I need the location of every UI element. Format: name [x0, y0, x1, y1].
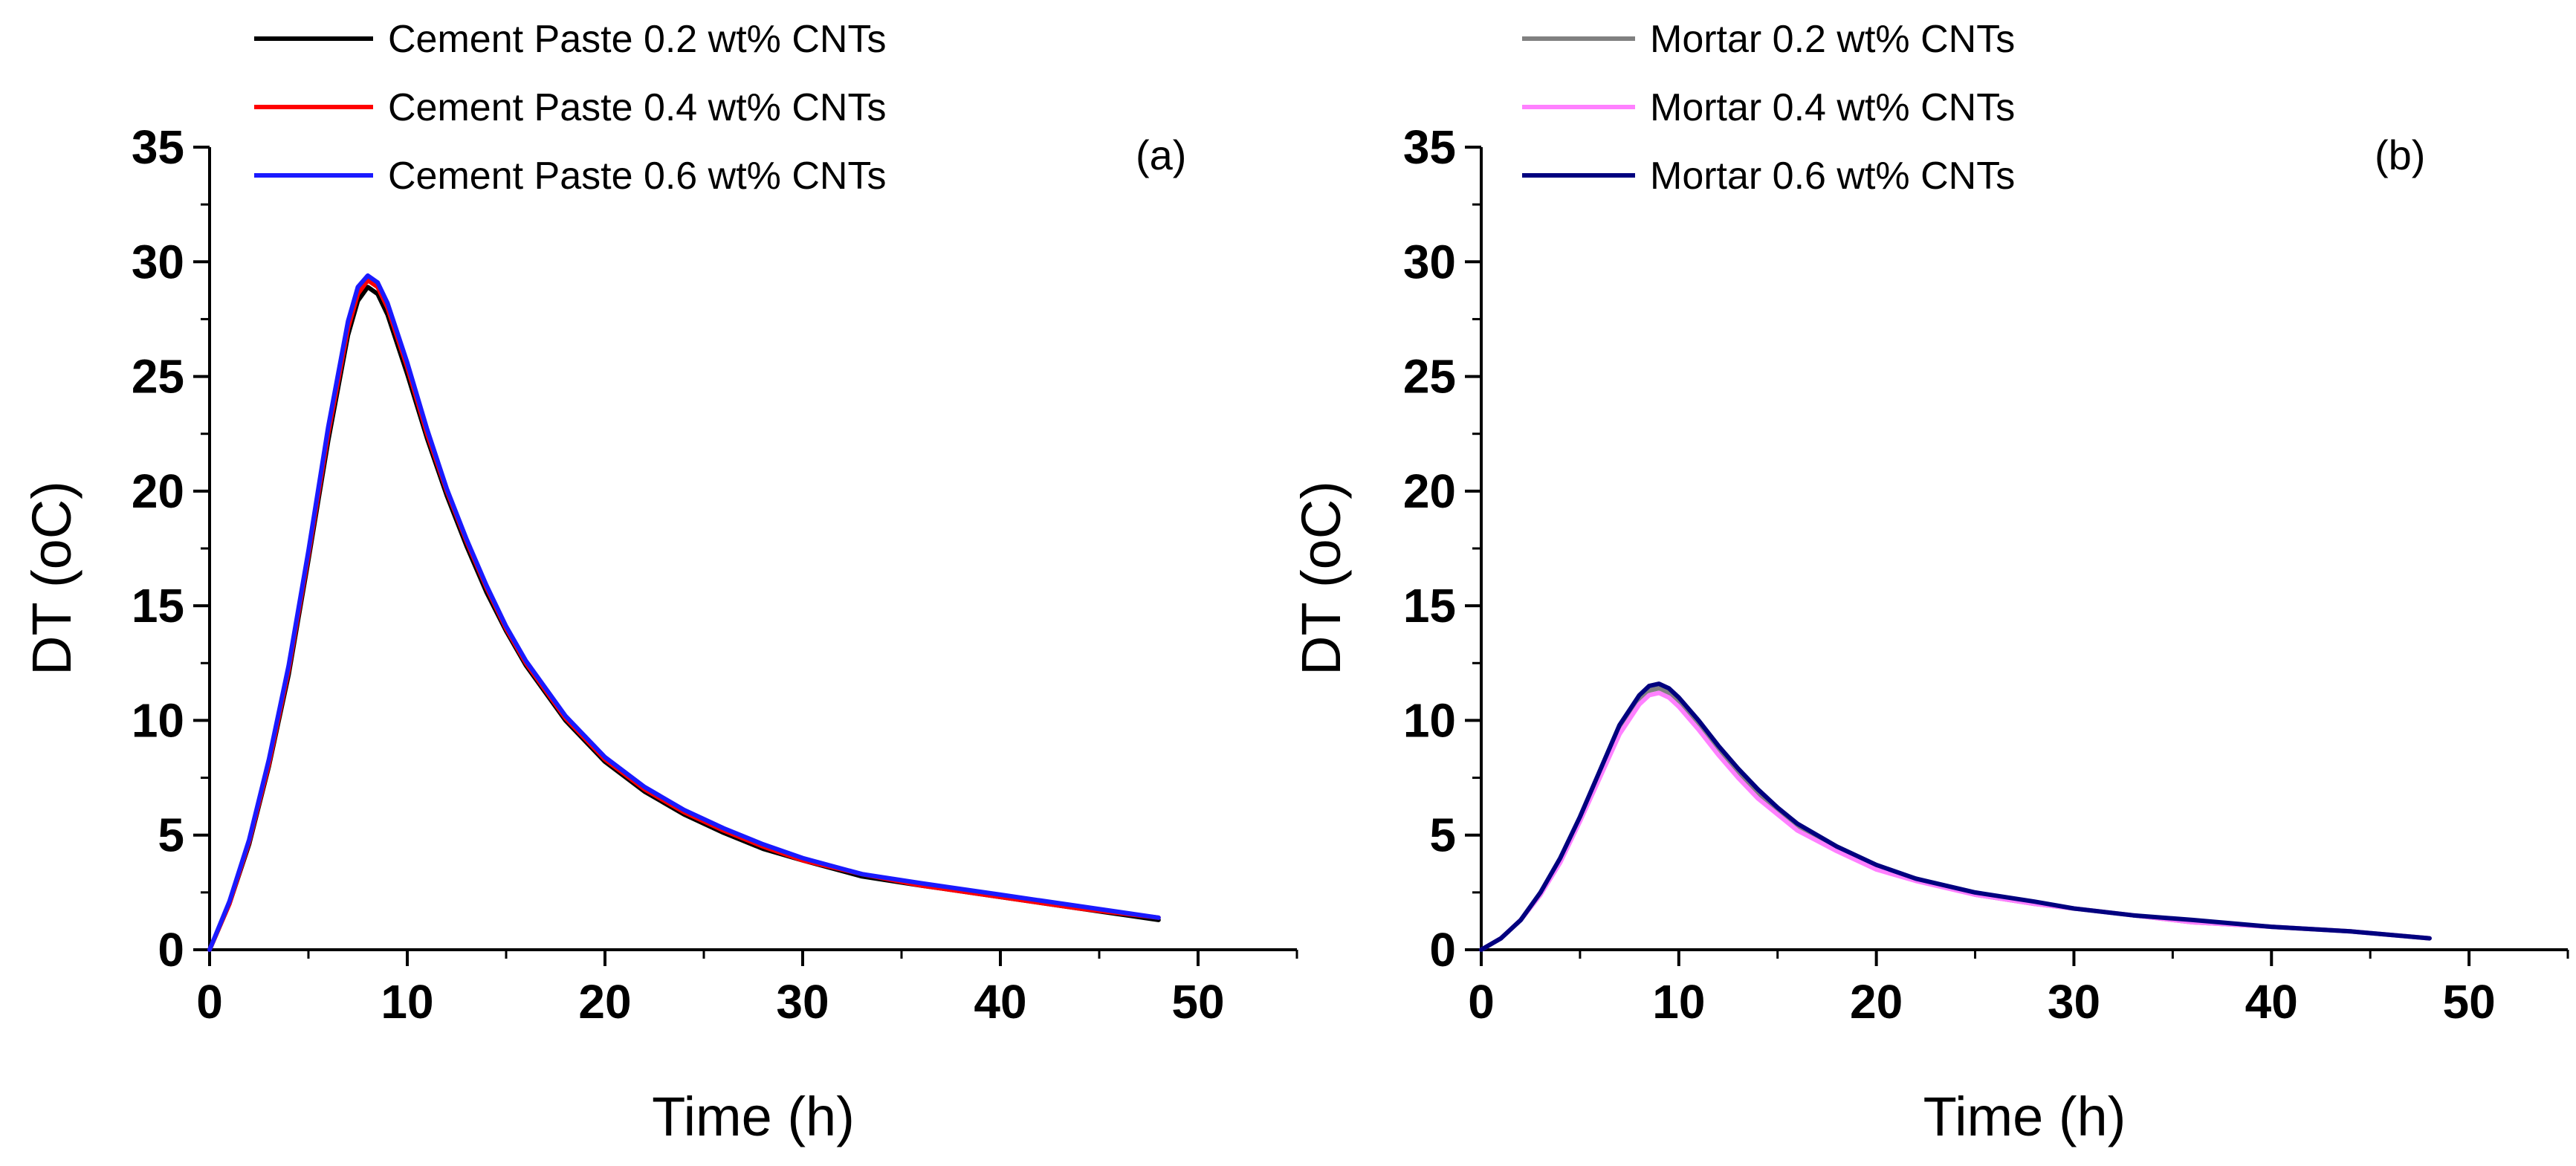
y-tick-label: 0 — [158, 923, 184, 976]
y-tick-label: 10 — [1403, 693, 1456, 747]
x-tick-label: 20 — [578, 975, 631, 1029]
x-tick-label: 30 — [2048, 975, 2100, 1029]
x-tick-label: 0 — [196, 975, 223, 1029]
x-tick-label: 0 — [1468, 975, 1495, 1029]
x-tick-label: 10 — [1652, 975, 1705, 1029]
x-tick-label: 20 — [1850, 975, 1903, 1029]
y-tick-label: 35 — [132, 120, 184, 174]
legend-entry: Cement Paste 0.2 wt% CNTs — [388, 18, 886, 61]
x-axis-label: Time (h) — [652, 1086, 855, 1147]
panel-a: 0 10 20 30 40 50 0 5 10 15 20 25 30 35 Time (h) DT (oC)… — [21, 18, 1298, 1147]
y-tick-label: 30 — [1403, 235, 1456, 288]
y-tick-label: 5 — [158, 809, 184, 862]
y-tick-label: 20 — [132, 464, 184, 518]
x-axis-label: Time (h) — [1923, 1086, 2126, 1147]
y-tick-label: 35 — [1403, 120, 1456, 174]
panel-tag: (b) — [2375, 132, 2425, 178]
legend-entry: Mortar 0.2 wt% CNTs — [1650, 18, 2015, 61]
x-tick-label: 30 — [776, 975, 829, 1029]
series-line — [1479, 681, 2432, 952]
x-tick-label: 10 — [381, 975, 433, 1029]
legend-entry: Cement Paste 0.6 wt% CNTs — [388, 155, 886, 198]
y-tick-label: 25 — [132, 350, 184, 404]
y-tick-label: 10 — [132, 693, 184, 747]
series-line — [207, 278, 1161, 952]
legend-entry: Mortar 0.6 wt% CNTs — [1650, 155, 2015, 198]
y-tick-label: 15 — [132, 579, 184, 632]
y-tick-label: 15 — [1403, 579, 1456, 632]
y-tick-label: 0 — [1429, 923, 1456, 976]
y-axis-label: DT (oC) — [21, 481, 82, 676]
x-tick-label: 40 — [974, 975, 1026, 1029]
x-tick-label: 40 — [2245, 975, 2298, 1029]
legend-entry: Mortar 0.4 wt% CNTs — [1650, 86, 2015, 129]
x-tick-label: 50 — [2442, 975, 2495, 1029]
series-line — [207, 273, 1161, 952]
panel-tag: (a) — [1136, 132, 1186, 178]
y-tick-label: 30 — [132, 235, 184, 288]
panel-b: 0 10 20 30 40 50 0 5 10 15 20 25 30 35 Time (h) DT (oC)… — [1290, 18, 2569, 1147]
y-tick-label: 25 — [1403, 350, 1456, 404]
legend-entry: Cement Paste 0.4 wt% CNTs — [388, 86, 886, 129]
y-tick-label: 5 — [1429, 809, 1456, 862]
y-axis-label: DT (oC) — [1290, 481, 1352, 676]
x-tick-label: 50 — [1171, 975, 1224, 1029]
series-line — [1479, 690, 2432, 952]
series-line — [207, 285, 1161, 952]
y-tick-label: 20 — [1403, 464, 1456, 518]
